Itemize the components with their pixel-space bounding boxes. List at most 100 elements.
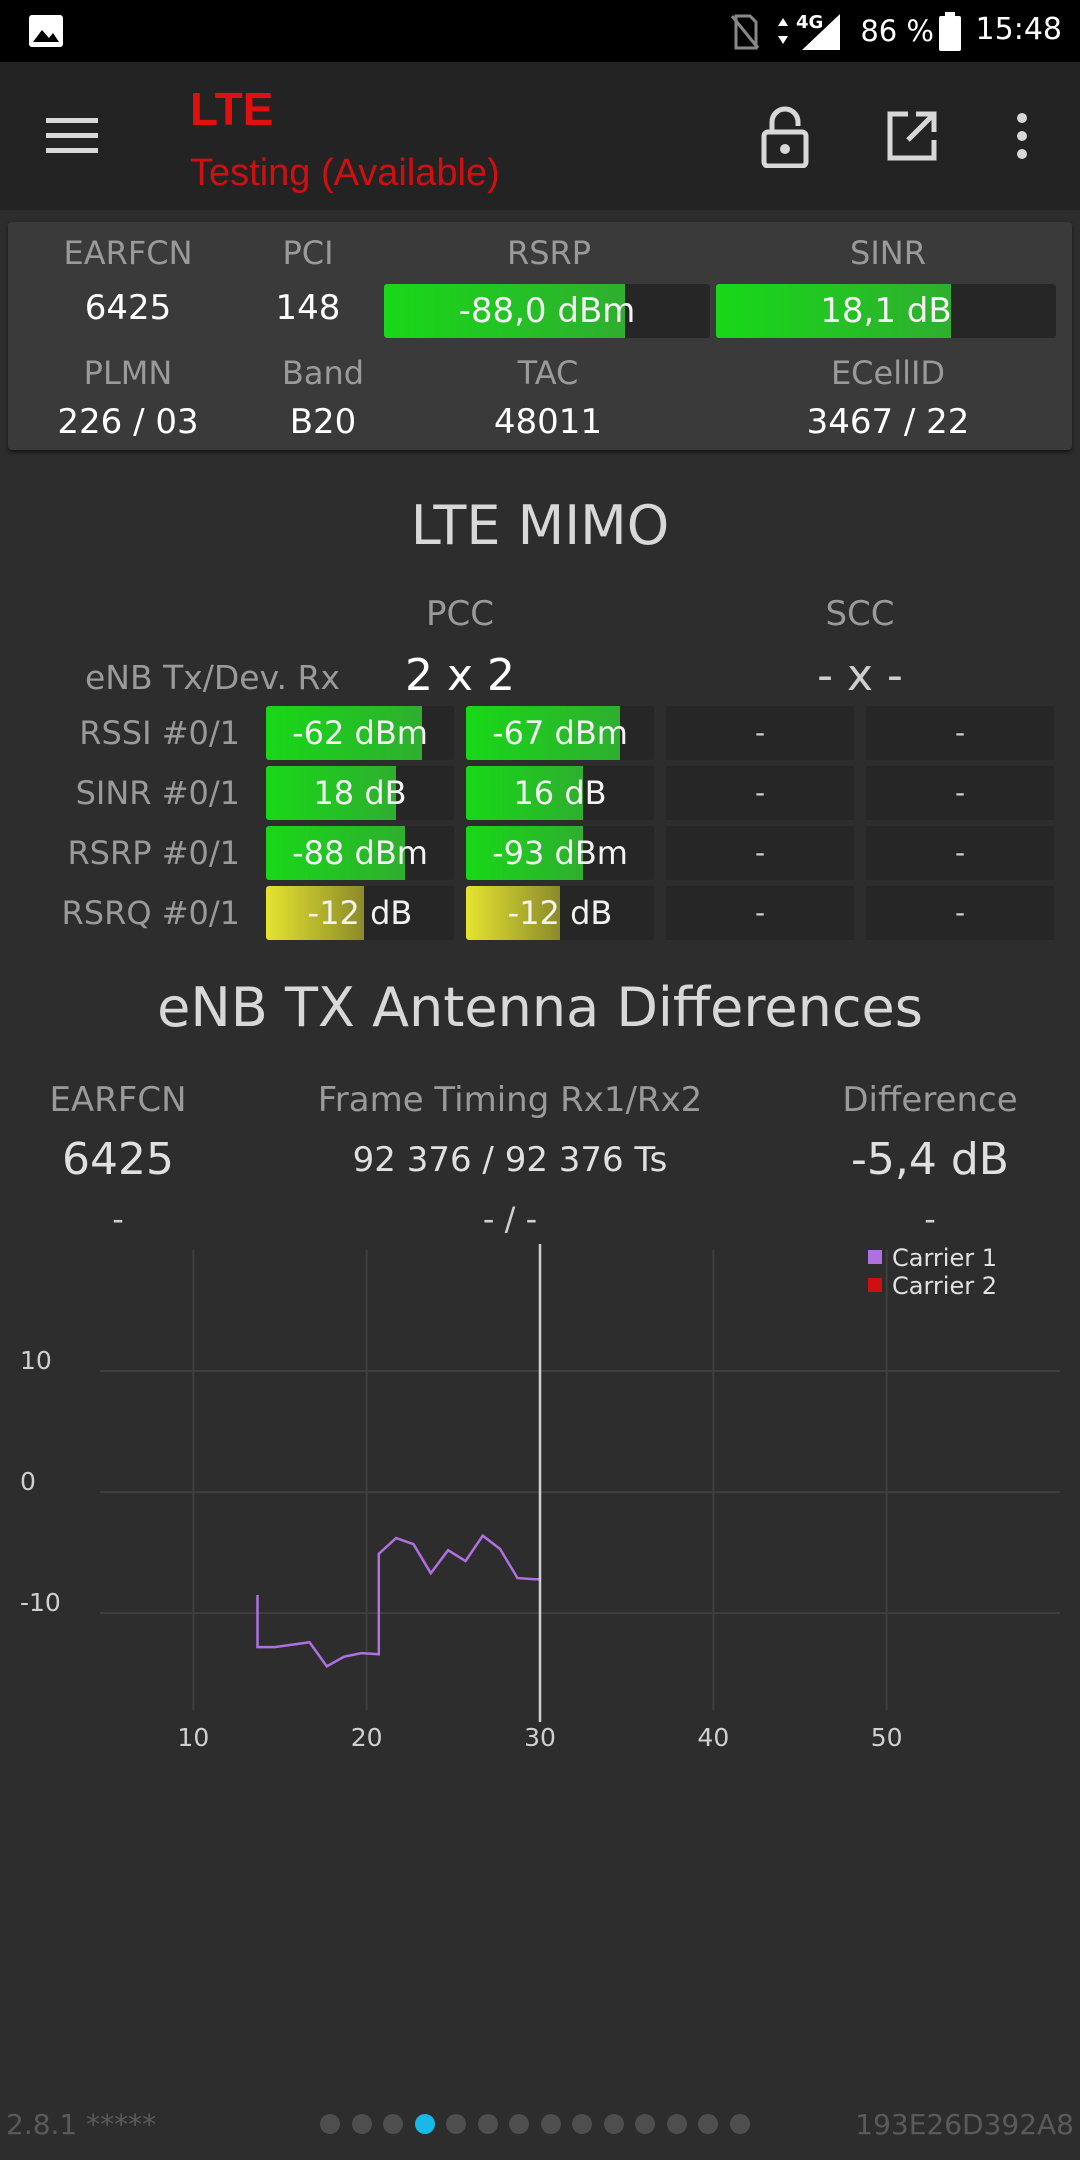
battery-icon	[939, 12, 961, 51]
chart-x-tick-label: 10	[177, 1723, 209, 1752]
page-dot[interactable]	[541, 2114, 561, 2134]
pcc-label: PCC	[426, 594, 494, 634]
chart-y-tick-label: 0	[20, 1467, 36, 1496]
chart-series-line	[256, 1533, 540, 1669]
mimo-pcc1-value: -67 dBm	[492, 714, 628, 752]
earfcn-label: EARFCN	[63, 234, 193, 272]
app-title: LTE	[190, 83, 274, 135]
mimo-pcc1-bar-fill	[466, 706, 621, 760]
chart-x-tick-label: 30	[524, 1723, 556, 1752]
page-dot[interactable]	[383, 2114, 403, 2134]
menu-icon[interactable]	[46, 116, 98, 156]
mimo-pcc0-value: -12 dB	[307, 894, 413, 932]
chart-x-tick-label: 40	[697, 1723, 729, 1752]
mimo-pcc0-bar-fill	[266, 766, 396, 820]
mimo-row-label: RSRQ #0/1	[61, 894, 240, 932]
tac-value: 48011	[493, 402, 603, 442]
chart-legend-swatch	[868, 1250, 882, 1264]
mimo-scc0-value: -	[666, 886, 854, 940]
mimo-pcc1-bar: -12 dB	[466, 886, 654, 940]
page-dot[interactable]	[415, 2114, 435, 2134]
pci-label: PCI	[282, 234, 334, 272]
mimo-title: LTE MIMO	[410, 494, 670, 557]
app-subtitle: Testing (Available)	[190, 152, 500, 194]
difference-label: Difference	[842, 1080, 1018, 1120]
page-dot[interactable]	[572, 2114, 592, 2134]
rsrp-label: RSRP	[506, 234, 592, 272]
mimo-pcc1-bar-fill	[466, 826, 583, 880]
sinr-label: SINR	[850, 234, 926, 272]
sinr-bar: 18,1 dB	[716, 284, 1056, 338]
mimo-row-label: RSSI #0/1	[79, 714, 240, 752]
page-dot[interactable]	[320, 2114, 340, 2134]
mimo-scc1-value: -	[866, 766, 1054, 820]
frame-timing-sub: - / -	[482, 1200, 538, 1238]
mimo-pcc1-value: -93 dBm	[492, 834, 628, 872]
mimo-pcc1-bar: -93 dBm	[466, 826, 654, 880]
mimo-pcc1-bar: -67 dBm	[466, 706, 654, 760]
mimo-pcc0-value: 18 dB	[313, 774, 407, 812]
page-dot[interactable]	[698, 2114, 718, 2134]
tac-label: TAC	[517, 354, 579, 392]
mimo-pcc1-bar-fill	[466, 766, 583, 820]
mimo-pcc1-bar-fill	[466, 886, 560, 940]
mimo-scc0-value: -	[666, 766, 854, 820]
band-value: B20	[289, 402, 357, 442]
antenna-earfcn-label: EARFCN	[49, 1080, 187, 1120]
page-dot[interactable]	[509, 2114, 529, 2134]
mimo-pcc1-value: -12 dB	[507, 894, 613, 932]
difference-sub: -	[924, 1200, 936, 1238]
more-options-icon[interactable]	[1012, 112, 1032, 160]
frame-timing-label: Frame Timing Rx1/Rx2	[317, 1080, 703, 1120]
mimo-row-label: RSRP #0/1	[67, 834, 240, 872]
mimo-pcc1-bar: 16 dB	[466, 766, 654, 820]
page-dot[interactable]	[730, 2114, 750, 2134]
mimo-scc1-value: -	[866, 706, 1054, 760]
signal-strength-icon	[802, 14, 840, 50]
mimo-pcc0-value: -62 dBm	[292, 714, 428, 752]
mimo-scc0-value: -	[666, 826, 854, 880]
no-sim-icon	[730, 14, 760, 50]
pci-value: 148	[275, 288, 341, 328]
frame-timing-value: 92 376 / 92 376 Ts	[352, 1140, 668, 1180]
data-activity-icon	[778, 18, 788, 44]
chart-y-tick-label: 10	[20, 1346, 52, 1375]
chart-legend-swatch	[868, 1278, 882, 1292]
rsrp-value: -88,0 dBm	[458, 291, 636, 331]
mimo-scc0-value: -	[666, 706, 854, 760]
mimo-pcc0-bar-fill	[266, 706, 423, 760]
mimo-pcc0-bar: -88 dBm	[266, 826, 454, 880]
antenna-earfcn-sub: -	[112, 1200, 124, 1238]
rsrp-bar: -88,0 dBm	[384, 284, 710, 338]
page-dot[interactable]	[604, 2114, 624, 2134]
page-dot[interactable]	[478, 2114, 498, 2134]
network-type: 4G	[796, 12, 824, 33]
chart-y-tick-label: -10	[20, 1588, 61, 1617]
mimo-pcc1-value: 16 dB	[513, 774, 607, 812]
mimo-pcc0-bar: -62 dBm	[266, 706, 454, 760]
plmn-label: PLMN	[83, 354, 173, 392]
page-dot[interactable]	[667, 2114, 687, 2134]
mimo-pcc0-bar-fill	[266, 826, 406, 880]
band-label: Band	[281, 354, 365, 392]
ecellid-label: ECellID	[830, 354, 946, 392]
sinr-value: 18,1 dB	[820, 291, 952, 331]
earfcn-value: 6425	[84, 288, 172, 328]
chart-x-tick-label: 50	[871, 1723, 903, 1752]
app-version: 2.8.1 *****	[6, 2108, 157, 2141]
lock-open-icon[interactable]	[760, 106, 810, 168]
mimo-pcc0-bar: -12 dB	[266, 886, 454, 940]
page-dot[interactable]	[446, 2114, 466, 2134]
chart-legend-label: Carrier 2	[892, 1272, 997, 1300]
mimo-pcc0-bar-fill	[266, 886, 364, 940]
mimo-pcc0-bar: 18 dB	[266, 766, 454, 820]
config-label: eNB Tx/Dev. Rx	[84, 658, 340, 697]
open-external-icon[interactable]	[886, 110, 938, 162]
page-dot[interactable]	[352, 2114, 372, 2134]
app-bar: LTE Testing (Available)	[0, 62, 1080, 210]
device-id: 193E26D392A8	[855, 2108, 1074, 2141]
difference-value: -5,4 dB	[851, 1134, 1009, 1185]
mimo-pcc0-value: -88 dBm	[292, 834, 428, 872]
page-dot[interactable]	[635, 2114, 655, 2134]
